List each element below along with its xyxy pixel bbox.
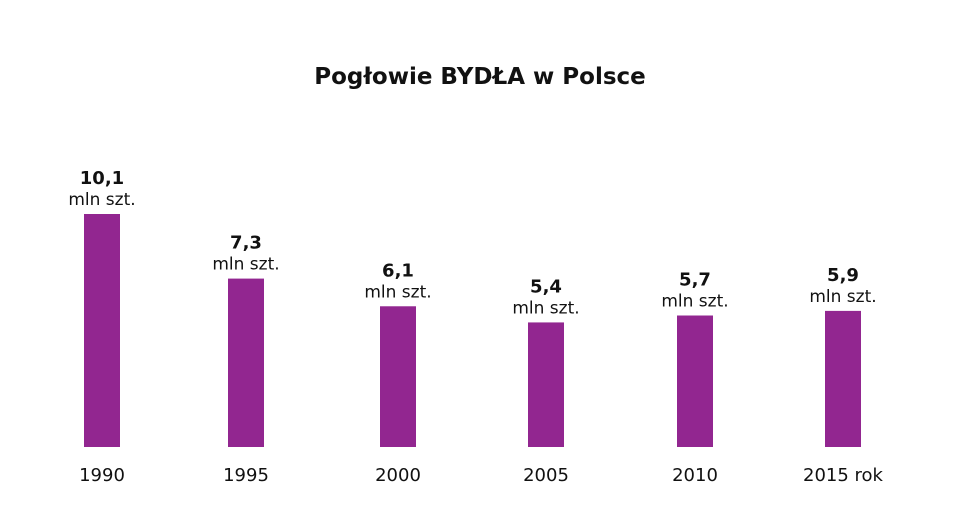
x-tick-label: 2005 bbox=[523, 465, 569, 486]
data-label-unit: mln szt. bbox=[212, 255, 279, 275]
bar-1990 bbox=[84, 214, 120, 447]
bar-2015 bbox=[825, 310, 861, 447]
data-label-unit: mln szt. bbox=[661, 292, 728, 312]
data-label-value: 7,3 bbox=[230, 233, 262, 254]
data-label-value: 5,4 bbox=[530, 276, 562, 297]
data-label-value: 10,1 bbox=[80, 168, 124, 189]
data-label-unit: mln szt. bbox=[809, 287, 876, 307]
data-label-value: 5,9 bbox=[827, 265, 859, 286]
data-label-value: 6,1 bbox=[382, 260, 414, 281]
x-tick-label: 1995 bbox=[223, 465, 269, 486]
data-label-unit: mln szt. bbox=[364, 282, 431, 302]
chart-title: Pogłowie BYDŁA w Polsce bbox=[314, 64, 646, 90]
x-tick-label: 2000 bbox=[375, 465, 421, 486]
data-label-unit: mln szt. bbox=[512, 298, 579, 318]
data-label-unit: mln szt. bbox=[68, 190, 135, 210]
bar-1995 bbox=[228, 278, 264, 447]
x-tick-label: 2010 bbox=[672, 465, 718, 486]
data-label-value: 5,7 bbox=[679, 270, 711, 291]
bar-2005 bbox=[528, 322, 564, 447]
bar-2010 bbox=[677, 315, 713, 447]
x-tick-label: 1990 bbox=[79, 465, 125, 486]
bar-2000 bbox=[380, 306, 416, 447]
x-tick-label: 2015 rok bbox=[803, 465, 884, 486]
